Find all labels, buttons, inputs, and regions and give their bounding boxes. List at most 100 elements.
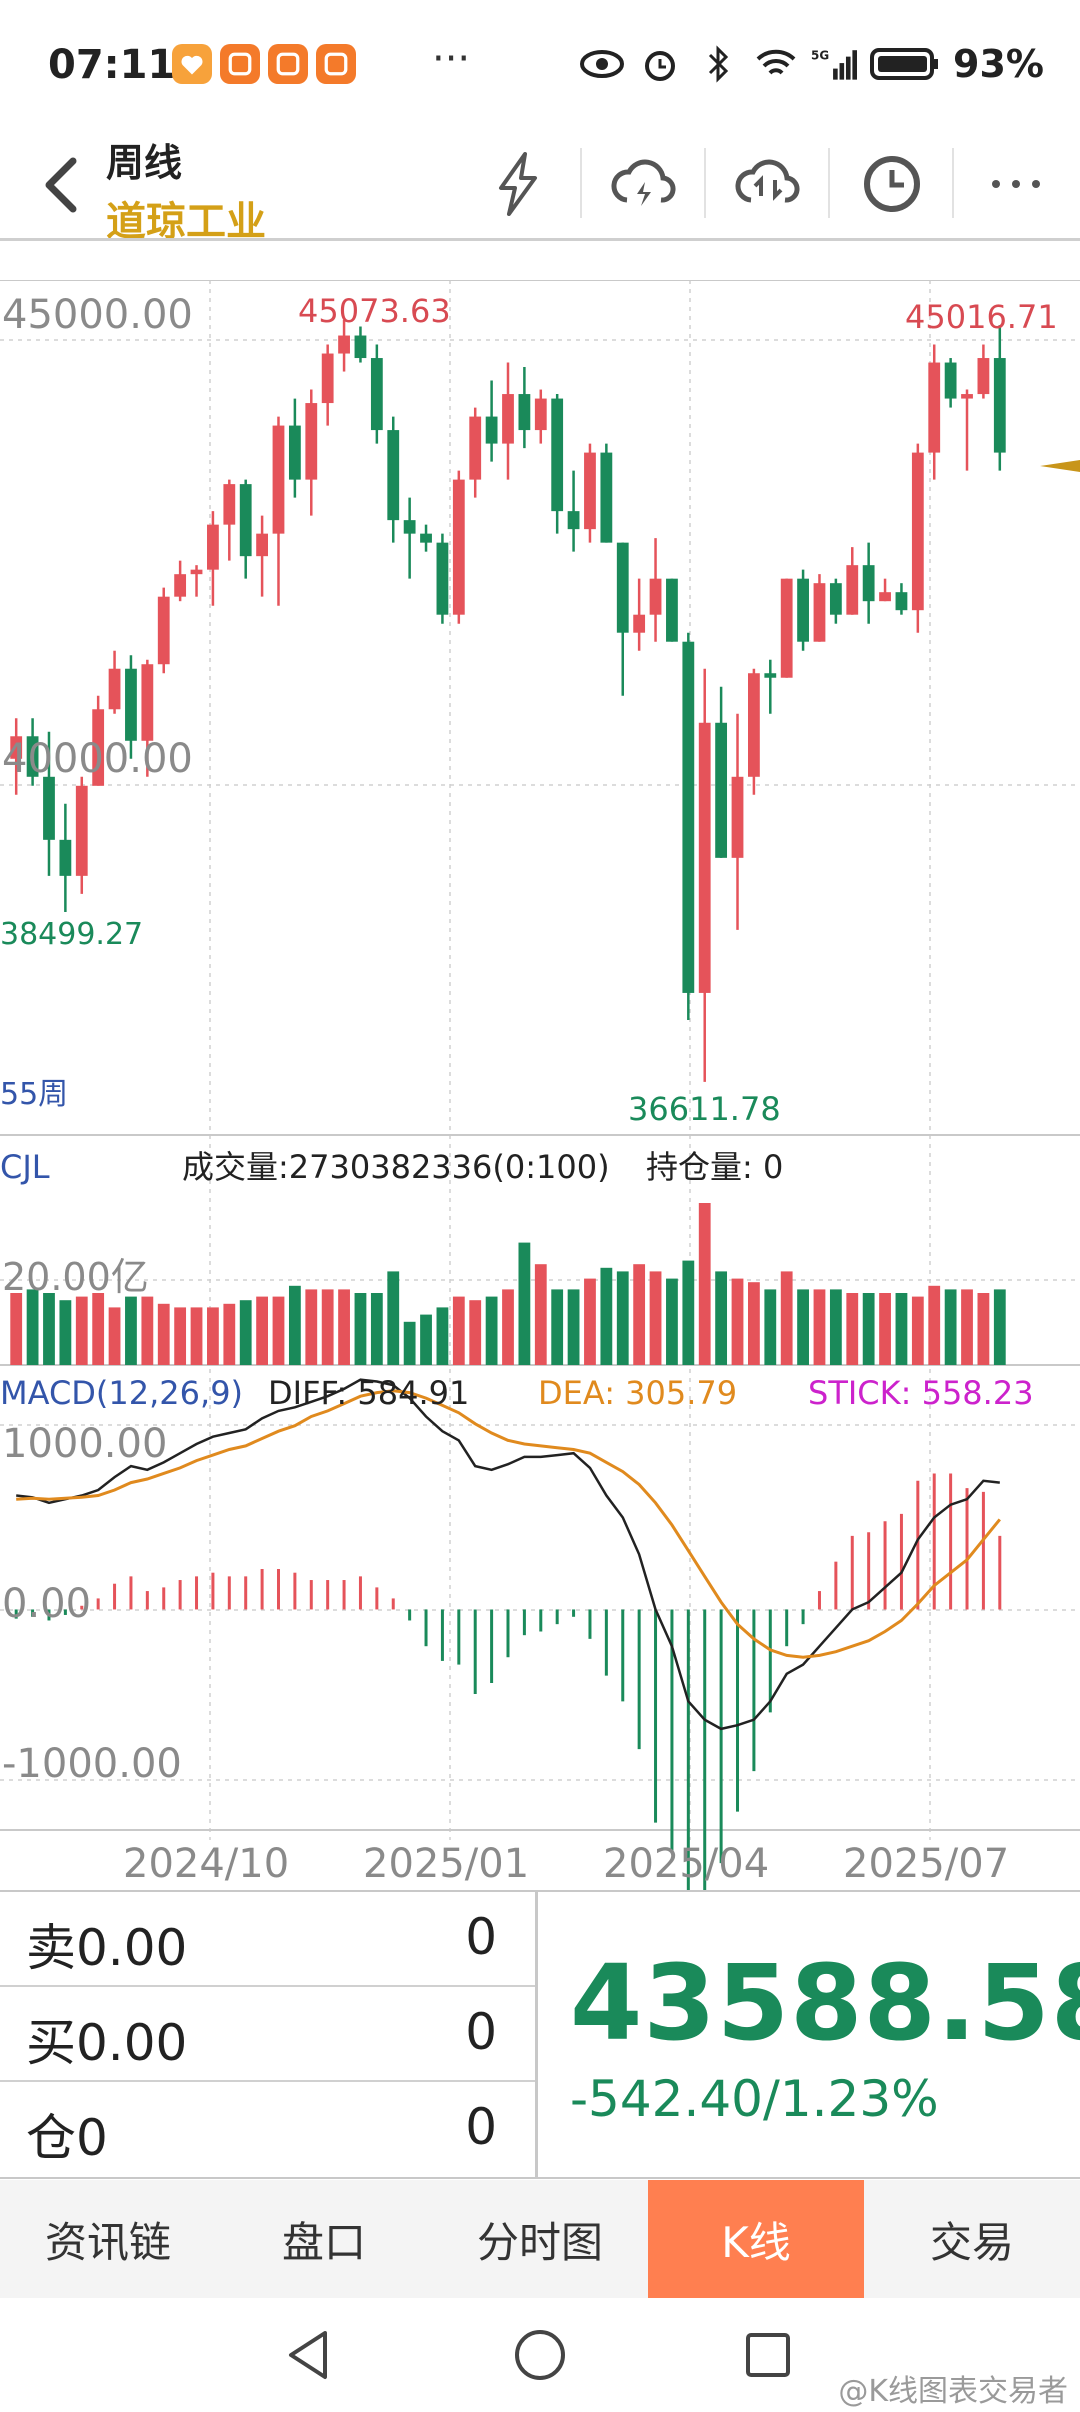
volume-bar (584, 1278, 596, 1365)
candle-body (125, 668, 137, 741)
header: 周线 道琼工业 (0, 130, 1080, 245)
title-period: 周线 (106, 141, 183, 185)
candle-body (354, 335, 367, 359)
tab-trade[interactable]: 交易 (929, 2217, 1014, 2267)
candle-body (616, 542, 629, 633)
volume-bar (452, 1296, 465, 1365)
candle (502, 362, 514, 480)
nav-home-button[interactable] (500, 2320, 580, 2390)
position-label: 仓0 (26, 2109, 108, 2167)
tab-order-book[interactable]: 盘口 (281, 2217, 366, 2267)
svg-text:5G: 5G (811, 48, 829, 62)
tab-kline[interactable]: K线 (648, 2180, 864, 2298)
history-button[interactable] (842, 144, 942, 224)
candle-body (649, 578, 662, 615)
candle (748, 668, 760, 795)
candle-body (272, 425, 285, 534)
more-button[interactable] (966, 144, 1066, 224)
battery-icon (869, 44, 941, 84)
volume-bar (731, 1278, 744, 1365)
notification-icons (172, 44, 356, 84)
candle (239, 479, 252, 579)
candle-body (223, 484, 236, 525)
alarm-icon (637, 44, 683, 84)
toolbar-separator (580, 148, 582, 218)
candle-body (305, 403, 318, 480)
candle (272, 416, 285, 606)
macd-label: MACD(12,26,9) (0, 1374, 243, 1412)
volume-bar (305, 1289, 318, 1365)
candle (305, 389, 318, 516)
candle (698, 668, 711, 1082)
volume-bar (174, 1307, 187, 1365)
sell-label: 卖0.00 (26, 1919, 188, 1977)
toolbar-separator (828, 148, 830, 218)
app-notification-icon (316, 44, 356, 84)
toolbar-separator (952, 148, 954, 218)
sell-volume: 0 (465, 1908, 497, 1966)
volume-label: CJL (0, 1148, 50, 1186)
volume-bar (961, 1289, 973, 1365)
candle-body (846, 565, 859, 615)
volume-bar (715, 1271, 728, 1365)
volume-bar (862, 1293, 875, 1365)
macd-tick-1000: 1000.00 (2, 1421, 167, 1467)
volume-bar (403, 1321, 416, 1365)
candle (43, 731, 55, 876)
position-volume: 0 (465, 2098, 497, 2156)
volume-bar (633, 1264, 646, 1365)
volume-bar (813, 1289, 826, 1365)
macd-histogram (14, 1473, 1002, 1890)
cloud-sync-button[interactable] (718, 144, 818, 224)
more-icon (992, 180, 1040, 188)
tab-news-chain[interactable]: 资讯链 (44, 2217, 171, 2267)
candle (469, 407, 482, 498)
candle-body (157, 596, 170, 665)
candle-body (911, 452, 924, 611)
candle (125, 655, 137, 759)
candle (207, 511, 219, 606)
candlestick-series (10, 319, 1006, 1082)
candle-body (338, 335, 350, 354)
tab-intraday[interactable]: 分时图 (476, 2217, 603, 2267)
volume-bar (338, 1289, 350, 1365)
nav-back-button[interactable] (268, 2320, 348, 2390)
candle (600, 443, 613, 543)
candle (846, 547, 859, 615)
cloud-lightning-button[interactable] (594, 144, 694, 224)
candle (420, 524, 432, 552)
candle-body (10, 736, 23, 759)
kline-chart[interactable]: 45000.00 40000.00 45073.63 45016.71 3849… (0, 280, 1080, 1890)
candle-body (288, 425, 301, 480)
flash-button[interactable] (468, 144, 568, 224)
candle-body (26, 736, 39, 777)
volume-bar (518, 1242, 531, 1365)
candle-body (698, 722, 711, 993)
x-label-2025-07: 2025/07 (843, 1841, 1009, 1887)
macd-tick-0: 0.00 (2, 1581, 91, 1627)
candle-body (567, 511, 580, 530)
candle (321, 344, 334, 426)
candle-body (666, 578, 678, 642)
candle-body (813, 583, 826, 642)
high-mark: 45073.63 (298, 292, 451, 330)
candle-body (993, 358, 1006, 453)
candle (452, 470, 465, 624)
volume-bar (223, 1303, 236, 1365)
signal-5g-icon: 5G (811, 44, 858, 84)
volume-bar (141, 1296, 154, 1365)
candle (682, 632, 695, 1020)
candle (174, 560, 187, 602)
back-button[interactable] (22, 140, 102, 230)
nav-recents-button[interactable] (728, 2320, 808, 2390)
candle (141, 659, 154, 777)
quote-divider (535, 1892, 538, 2177)
buy-label: 买0.00 (26, 2014, 188, 2072)
candle (764, 659, 777, 714)
volume-bar (764, 1289, 777, 1365)
volume-bar (125, 1296, 137, 1365)
volume-tick: 20.00亿 (2, 1255, 149, 1299)
candle (26, 718, 39, 786)
candle (288, 398, 301, 498)
volume-bar (387, 1271, 400, 1365)
